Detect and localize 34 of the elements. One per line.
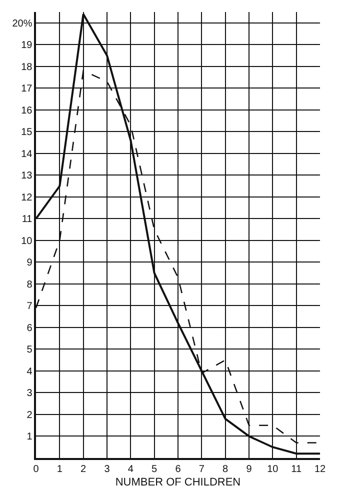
y-tick-label: 11 [22, 214, 33, 226]
y-tick-label: 20% [12, 18, 32, 30]
y-tick-label: 2 [26, 410, 33, 421]
y-tick-label: 8 [26, 279, 33, 290]
x-tick-label: 4 [128, 464, 134, 475]
y-tick-label: 6 [26, 322, 33, 334]
y-tick-label: 14 [21, 148, 33, 160]
x-tick-label: 0 [33, 464, 40, 475]
y-tick-label: 16 [21, 105, 33, 116]
x-tick-label: 9 [246, 464, 252, 475]
y-tick-label: 1 [26, 432, 33, 443]
x-tick-label: 10 [267, 464, 279, 475]
x-tick-label: 7 [198, 464, 205, 475]
y-tick-label: 15 [21, 127, 33, 138]
y-tick-label: 13 [21, 170, 33, 182]
x-tick-label: 2 [80, 464, 87, 475]
x-tick-label: 11 [291, 464, 302, 475]
x-tick-label: 3 [104, 464, 110, 475]
y-tick-label: 12 [21, 192, 33, 204]
y-tick-label: 19 [21, 40, 33, 52]
x-axis-title: NUMBER OF CHILDREN [115, 476, 241, 488]
x-tick-label: 8 [222, 464, 229, 475]
x-tick-label: 1 [56, 464, 63, 475]
y-tick-label: 18 [21, 62, 33, 73]
y-tick-label: 3 [26, 388, 33, 400]
y-tick-label: 17 [21, 84, 33, 95]
y-tick-label: 10 [21, 236, 33, 247]
y-tick-label: 7 [26, 301, 33, 312]
y-tick-label: 4 [26, 366, 33, 378]
x-tick-label: 6 [175, 464, 182, 475]
y-tick-label: 5 [26, 344, 33, 356]
x-tick-label: 5 [152, 464, 158, 475]
x-tick-label: 12 [314, 464, 326, 475]
y-tick-label: 9 [26, 258, 33, 269]
